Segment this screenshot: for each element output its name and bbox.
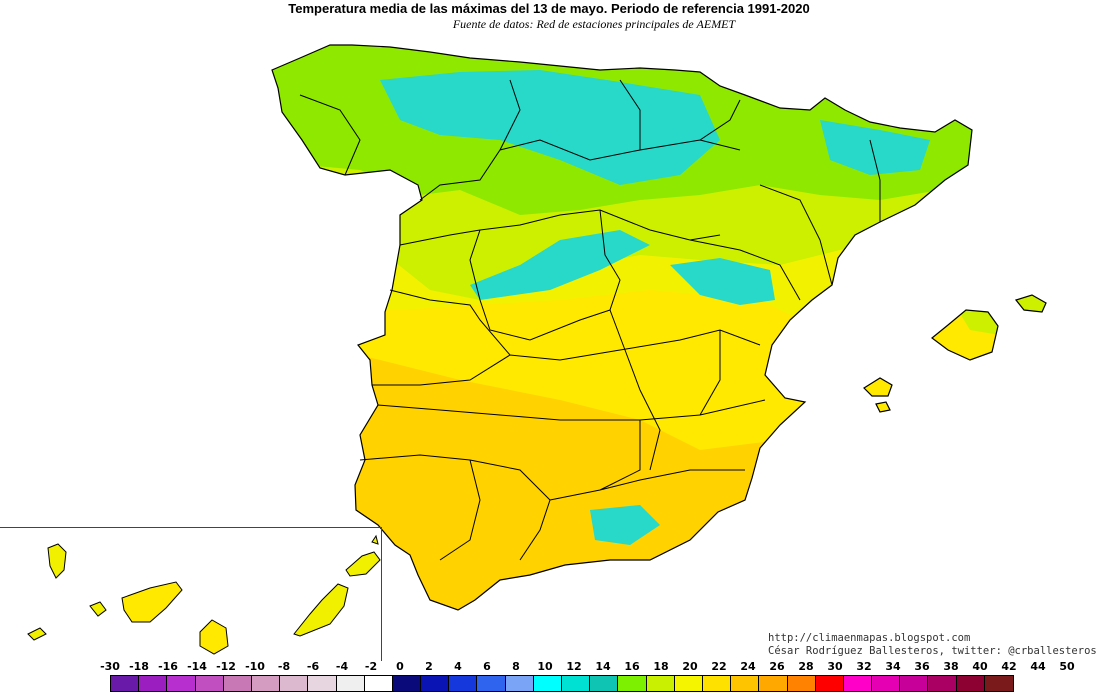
legend-swatch bbox=[336, 676, 365, 691]
peninsula-coastline bbox=[271, 44, 973, 611]
legend-label: -16 bbox=[158, 660, 178, 673]
legend-label: -4 bbox=[335, 660, 349, 673]
legend-label: 26 bbox=[769, 660, 785, 673]
map-subtitle: Fuente de datos: Red de estaciones princ… bbox=[452, 17, 736, 31]
legend-swatch bbox=[815, 676, 844, 691]
credits: http://climaenmapas.blogspot.com César R… bbox=[768, 632, 1097, 658]
legend-label: 6 bbox=[483, 660, 491, 673]
legend-swatch bbox=[843, 676, 873, 691]
legend-label: 24 bbox=[740, 660, 756, 673]
legend-swatch bbox=[195, 676, 224, 691]
legend-swatch bbox=[787, 676, 816, 691]
blog-url: http://climaenmapas.blogspot.com bbox=[768, 632, 971, 644]
legend-label: 40 bbox=[972, 660, 988, 673]
legend-label: -8 bbox=[277, 660, 291, 673]
legend-swatch bbox=[251, 676, 281, 691]
legend-label: 22 bbox=[711, 660, 727, 673]
legend-swatch bbox=[449, 676, 478, 691]
legend-label: 28 bbox=[798, 660, 814, 673]
legend-swatch bbox=[392, 676, 422, 691]
legend-label: -10 bbox=[245, 660, 265, 673]
legend-swatch bbox=[674, 676, 703, 691]
legend-label: -18 bbox=[129, 660, 149, 673]
legend-label: 8 bbox=[512, 660, 520, 673]
legend-swatch bbox=[590, 676, 619, 691]
legend-swatch bbox=[984, 676, 1013, 691]
legend-label: 30 bbox=[827, 660, 843, 673]
author-credit: César Rodríguez Ballesteros, twitter: @c… bbox=[768, 645, 1097, 657]
legend-label: -30 bbox=[100, 660, 120, 673]
legend-swatch bbox=[477, 676, 506, 691]
legend-label: 20 bbox=[682, 660, 698, 673]
legend-swatch bbox=[618, 676, 647, 691]
legend-label: 44 bbox=[1030, 660, 1046, 673]
legend-label: 14 bbox=[595, 660, 611, 673]
canary-inset-frame bbox=[0, 527, 382, 661]
legend-label: 32 bbox=[856, 660, 872, 673]
legend-label: 18 bbox=[653, 660, 669, 673]
legend-swatch bbox=[702, 676, 732, 691]
legend-label: 12 bbox=[566, 660, 582, 673]
legend-label: 2 bbox=[425, 660, 433, 673]
legend-label: -6 bbox=[306, 660, 320, 673]
canary-islands bbox=[27, 534, 381, 655]
legend-label: 50 bbox=[1059, 660, 1075, 673]
legend-swatch bbox=[167, 676, 196, 691]
legend-swatch bbox=[872, 676, 901, 691]
regional-borders bbox=[299, 79, 881, 561]
legend-label: -2 bbox=[364, 660, 378, 673]
legend-swatch bbox=[562, 676, 591, 691]
legend-swatch bbox=[421, 676, 450, 691]
legend-label: 36 bbox=[914, 660, 930, 673]
legend-labels: -30 -18 -16 -14 -12 -10 -8 -6 -4 -2 0 2 4 6 8 10 12 14 16 1… bbox=[0, 660, 1098, 674]
legend-swatch bbox=[139, 676, 168, 691]
legend-swatch bbox=[364, 676, 393, 691]
legend-swatch bbox=[646, 676, 675, 691]
legend-swatch bbox=[223, 676, 252, 691]
legend-label: -12 bbox=[216, 660, 236, 673]
legend-label: 34 bbox=[885, 660, 901, 673]
legend-label: 4 bbox=[454, 660, 462, 673]
legend-swatch bbox=[111, 676, 140, 691]
peninsula-temperature-field bbox=[272, 45, 972, 610]
legend-swatch bbox=[759, 676, 788, 691]
legend-swatch bbox=[280, 676, 309, 691]
legend-swatch bbox=[900, 676, 929, 691]
legend-swatch bbox=[533, 676, 562, 691]
legend-label: 16 bbox=[624, 660, 640, 673]
legend-label: 0 bbox=[396, 660, 404, 673]
legend-swatch bbox=[505, 676, 534, 691]
color-legend bbox=[110, 675, 1014, 692]
legend-label: 10 bbox=[537, 660, 553, 673]
legend-label: 42 bbox=[1001, 660, 1017, 673]
balearic-coastline bbox=[863, 294, 1047, 413]
legend-swatch bbox=[308, 676, 337, 691]
legend-label: -14 bbox=[187, 660, 207, 673]
map-title: Temperatura media de las máximas del 13 … bbox=[288, 1, 810, 16]
legend-swatch bbox=[956, 676, 985, 691]
legend-label: 38 bbox=[943, 660, 959, 673]
legend-swatch bbox=[731, 676, 760, 691]
legend-swatch bbox=[928, 676, 957, 691]
